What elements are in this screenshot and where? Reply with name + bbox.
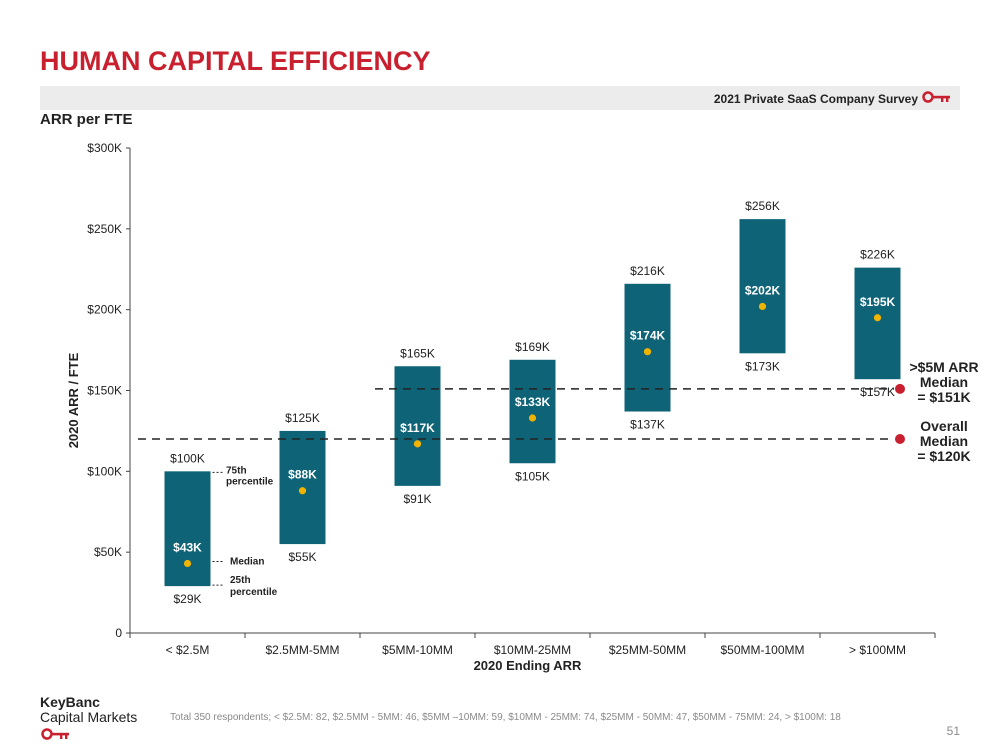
x-tick-label: $10MM-25MM [494, 643, 571, 657]
arr-per-fte-chart: 0 $50K $100K $150K $200K $250K $300K < $2.5M $2.… [66, 141, 979, 673]
high-data-label: $125K [285, 411, 320, 425]
y-tick-label: $50K [94, 545, 122, 559]
y-tick-label: $100K [87, 464, 122, 478]
high-data-label: $165K [400, 346, 435, 360]
reference-label: Median [920, 433, 968, 449]
low-data-label: $91K [403, 492, 431, 506]
range-bar [624, 283, 671, 412]
key-logo-icon [41, 728, 69, 740]
median-dot [643, 348, 652, 356]
respondents-footnote: Total 350 respondents; < $2.5M: 82, $2.5… [170, 712, 841, 723]
median-data-label: $174K [630, 329, 666, 343]
reference-dot [895, 434, 905, 444]
high-data-label: $169K [515, 340, 550, 354]
reference-dot [895, 383, 905, 394]
annotation-p25: percentile [230, 587, 278, 598]
median-data-label: $43K [173, 540, 202, 554]
low-data-label: $105K [515, 469, 550, 483]
range-bar [739, 219, 786, 354]
median-dot [873, 314, 882, 322]
logo-line-2: Capital Markets [40, 709, 138, 725]
y-tick-label: 0 [115, 626, 122, 640]
median-data-label: $202K [745, 283, 781, 297]
page-number: 51 [946, 724, 960, 738]
reference-label: >$5M ARR [909, 359, 978, 375]
median-dot [413, 440, 422, 448]
x-tick-label: $50MM-100MM [720, 643, 804, 657]
median-data-label: $195K [860, 295, 896, 309]
low-data-label: $137K [630, 418, 665, 432]
low-data-label: $29K [173, 592, 201, 606]
median-data-label: $117K [400, 421, 435, 435]
median-dot [758, 302, 767, 311]
y-tick-label: $250K [87, 222, 122, 236]
x-axis-title: 2020 Ending ARR [474, 658, 582, 673]
reference-label: = $151K [917, 389, 970, 405]
x-tick-label: > $100MM [849, 643, 906, 657]
low-data-label: $55K [288, 550, 316, 564]
survey-banner: 2021 Private SaaS Company Survey [40, 86, 960, 110]
x-tick-label: $25MM-50MM [609, 643, 686, 657]
y-tick-label: $150K [87, 384, 122, 398]
median-data-label: $133K [515, 395, 551, 409]
annotation-median: Median [230, 556, 264, 567]
range-bar [394, 366, 441, 486]
annotation-p25: 25th [230, 575, 251, 586]
high-data-label: $100K [170, 451, 205, 465]
key-logo-icon [922, 90, 954, 109]
x-tick-label: $2.5MM-5MM [265, 643, 339, 657]
annotation-p75: percentile [226, 476, 274, 487]
range-bar [854, 267, 901, 380]
median-dot [183, 559, 192, 568]
survey-label: 2021 Private SaaS Company Survey [713, 92, 918, 106]
chart-subtitle: ARR per FTE [40, 111, 133, 128]
annotation-p75: 75th [226, 465, 247, 476]
median-dot [298, 487, 307, 495]
reference-label: Median [920, 374, 968, 390]
page-title: HUMAN CAPITAL EFFICIENCY [40, 46, 431, 76]
range-bar [509, 359, 556, 464]
y-axis-title: 2020 ARR / FTE [66, 352, 81, 448]
range-bar [164, 471, 211, 587]
low-data-label: $173K [745, 359, 780, 373]
keybanc-logo: KeyBanc Capital Markets [40, 695, 137, 746]
median-dot [528, 414, 537, 422]
y-tick-label: $300K [87, 141, 122, 155]
logo-line-1: KeyBanc [40, 694, 100, 710]
high-data-label: $216K [630, 264, 665, 278]
reference-label: Overall [920, 418, 967, 434]
low-data-label: $157K [860, 385, 895, 399]
y-tick-label: $200K [87, 303, 122, 317]
median-data-label: $88K [288, 468, 317, 482]
x-tick-label: $5MM-10MM [382, 643, 453, 657]
x-tick-label: < $2.5M [166, 643, 210, 657]
high-data-label: $226K [860, 248, 895, 262]
reference-label: = $120K [917, 448, 970, 464]
high-data-label: $256K [745, 199, 780, 213]
